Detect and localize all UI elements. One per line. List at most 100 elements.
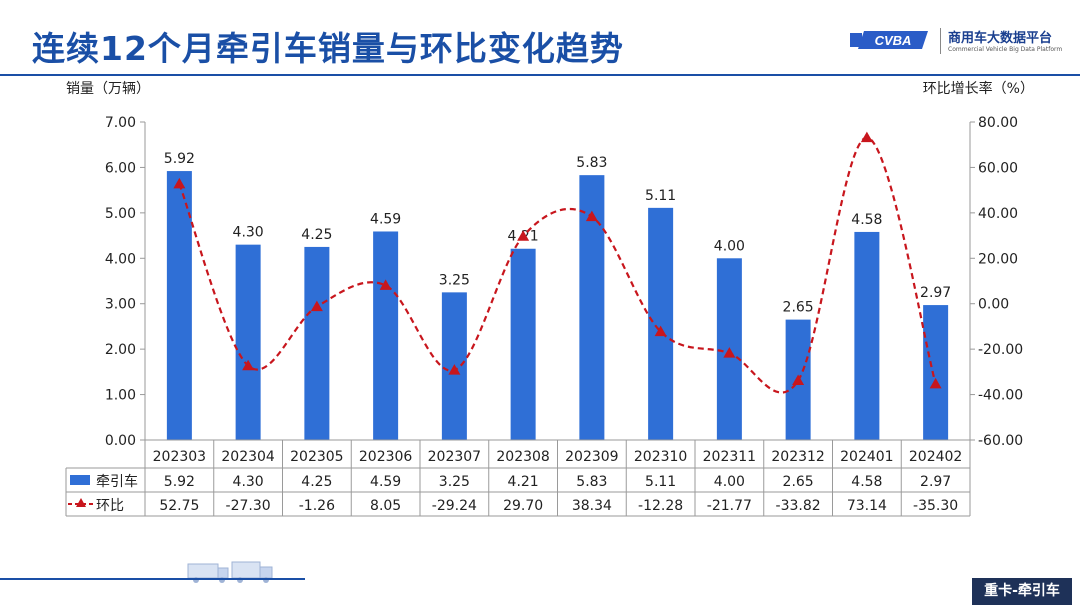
logo-title: 商用车大数据平台 [948, 31, 1053, 46]
table-mom-value: -21.77 [707, 498, 752, 514]
right-tick-label: 20.00 [978, 251, 1018, 267]
table-bar-value: 4.21 [508, 474, 539, 490]
x-category-label: 202312 [771, 449, 824, 465]
left-axis-title: 销量（万辆） [66, 81, 150, 97]
left-tick-label: 0.00 [105, 433, 136, 449]
mom-marker-202312 [792, 374, 805, 386]
x-category-label: 202401 [840, 449, 893, 465]
mom-marker-202311 [723, 347, 736, 358]
bar-value-label: 2.65 [783, 300, 814, 316]
mom-marker-202304 [242, 359, 255, 371]
table-mom-value: 8.05 [370, 498, 401, 514]
category-tag: 重卡-牵引车 [972, 578, 1072, 605]
page-title: 连续12个月牵引车销量与环比变化趋势 [32, 29, 624, 68]
table-bar-value: 4.30 [233, 474, 264, 490]
right-tick-label: 60.00 [978, 160, 1018, 176]
bar-202308 [510, 248, 536, 440]
bar-value-label: 4.59 [370, 211, 401, 227]
right-tick-label: 40.00 [978, 206, 1018, 222]
left-tick-label: 3.00 [105, 297, 136, 313]
cvba-logo-icon: CVBA [850, 31, 928, 49]
bar-202303 [166, 171, 192, 440]
bar-value-label: 4.58 [851, 212, 882, 228]
bar-value-label: 5.83 [576, 155, 607, 171]
x-category-label: 202304 [221, 449, 275, 465]
x-category-label: 202305 [290, 449, 343, 465]
logo-separator [940, 28, 941, 54]
bar-value-label: 5.11 [645, 188, 676, 204]
x-category-label: 202303 [153, 449, 206, 465]
table-bar-value: 4.58 [851, 474, 882, 490]
title-divider [0, 74, 1080, 76]
table-bar-value: 4.25 [301, 474, 332, 490]
mom-marker-202308 [517, 230, 530, 241]
table-bar-value: 4.00 [714, 474, 745, 490]
table-bar-value: 3.25 [439, 474, 470, 490]
legend-line-label: 环比 [96, 498, 124, 514]
bar-202306 [373, 231, 399, 440]
right-tick-label: 0.00 [978, 297, 1009, 313]
legend-bar-label: 牵引车 [96, 473, 138, 490]
x-category-label: 202310 [634, 449, 687, 465]
table-mom-value: -12.28 [638, 498, 683, 514]
truck-decoration [186, 556, 276, 586]
table-mom-value: -33.82 [776, 498, 821, 514]
bar-202402 [923, 305, 949, 440]
left-tick-label: 2.00 [105, 342, 136, 358]
bar-value-label: 3.25 [439, 272, 470, 288]
bar-value-label: 4.25 [301, 227, 332, 243]
right-tick-label: -60.00 [978, 433, 1023, 449]
table-bar-value: 5.92 [164, 474, 195, 490]
bar-value-label: 4.30 [233, 225, 264, 241]
table-mom-value: 52.75 [159, 498, 199, 514]
table-mom-value: -35.30 [913, 498, 958, 514]
x-category-label: 202308 [496, 449, 549, 465]
mom-marker-202310 [654, 325, 667, 337]
mom-marker-202307 [448, 364, 461, 375]
left-tick-label: 1.00 [105, 388, 136, 404]
right-tick-label: -20.00 [978, 342, 1023, 358]
left-tick-label: 7.00 [105, 115, 136, 131]
x-category-label: 202306 [359, 449, 413, 465]
right-tick-label: 80.00 [978, 115, 1018, 131]
legend-bar-swatch [70, 475, 90, 485]
x-category-label: 202309 [565, 449, 618, 465]
bar-202401 [854, 231, 880, 440]
mom-marker-202303 [173, 177, 186, 189]
truck-icon [187, 561, 273, 583]
legend-line-marker [76, 498, 86, 507]
bar-value-label: 4.00 [714, 238, 745, 254]
x-category-label: 202307 [428, 449, 481, 465]
table-mom-value: -27.30 [226, 498, 271, 514]
table-mom-value: 29.70 [503, 498, 543, 514]
footer-divider [0, 578, 305, 580]
bar-value-label: 2.97 [920, 285, 951, 301]
logo-mark-text: CVBA [875, 33, 912, 48]
table-mom-value: -29.24 [432, 498, 477, 514]
left-tick-label: 6.00 [105, 160, 136, 176]
table-bar-value: 4.59 [370, 474, 401, 490]
logo-subtitle: Commercial Vehicle Big Data Platform [948, 46, 1063, 53]
table-bar-value: 5.83 [576, 474, 607, 490]
mom-marker-202309 [585, 210, 598, 222]
mom-marker-202305 [310, 300, 323, 312]
right-axis-title: 环比增长率（%） [922, 81, 1034, 97]
bar-202305 [304, 246, 330, 440]
mom-marker-202306 [379, 279, 392, 290]
x-category-label: 202402 [909, 449, 962, 465]
left-tick-label: 5.00 [105, 206, 136, 222]
mom-growth-line [178, 136, 937, 394]
bar-202310 [648, 207, 674, 440]
mom-marker-202401 [860, 131, 873, 143]
right-tick-label: -40.00 [978, 388, 1023, 404]
table-bar-value: 2.65 [783, 474, 814, 490]
bar-value-label: 5.92 [164, 151, 195, 167]
table-mom-value: 38.34 [572, 498, 612, 514]
platform-logo: CVBA 商用车大数据平台 Commercial Vehicle Big Dat… [848, 24, 1070, 58]
mom-marker-202402 [929, 377, 942, 389]
table-bar-value: 5.11 [645, 474, 676, 490]
bar-202304 [235, 244, 261, 440]
left-tick-label: 4.00 [105, 251, 136, 267]
x-category-label: 202311 [703, 449, 756, 465]
